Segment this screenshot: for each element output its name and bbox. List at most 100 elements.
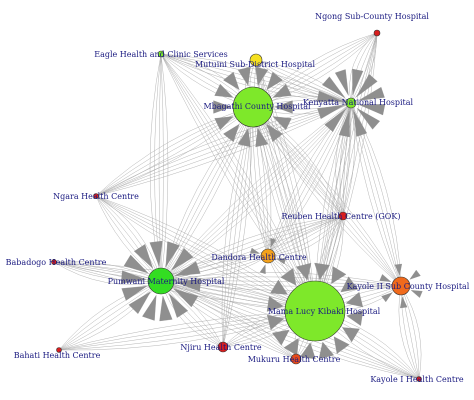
edge [255, 59, 352, 104]
arrowhead-wedge [270, 237, 277, 248]
arrowhead-wedge [381, 292, 393, 303]
arrowhead-wedge [142, 294, 157, 321]
edge [160, 53, 164, 282]
node-mukuru[interactable] [290, 353, 302, 365]
arrowhead-wedge [266, 123, 283, 143]
node-label-reuben: Reuben Health Centre (GOK) [282, 212, 401, 221]
edge [95, 106, 254, 197]
arrowhead-wedge [346, 310, 364, 326]
arrowhead-wedge [237, 66, 251, 86]
node-label-pumwani: Pumwani Maternity Hospital [108, 277, 225, 286]
arrowhead-wedge [300, 342, 316, 360]
arrowhead-wedge [223, 71, 240, 91]
node-ngara[interactable] [93, 193, 99, 199]
edge [314, 32, 378, 312]
edge [95, 102, 352, 197]
arrowhead-wedge [280, 268, 297, 286]
node-layer [51, 29, 422, 382]
node-label-bahati: Bahati Health Centre [14, 351, 101, 360]
node-kenyatta[interactable] [345, 97, 357, 109]
node-eagle[interactable] [157, 50, 165, 58]
edge [267, 215, 344, 257]
node-mutuini[interactable] [249, 53, 263, 67]
edge [58, 280, 162, 351]
arrowhead-wedge [255, 128, 269, 148]
arrowhead-wedge [133, 244, 154, 269]
node-njiru[interactable] [217, 341, 229, 353]
arrowhead-layer [120, 66, 423, 360]
arrowhead-wedge [149, 240, 163, 267]
node-babadogo[interactable] [51, 259, 57, 265]
edge [160, 280, 420, 380]
arrowhead-wedge [333, 336, 350, 354]
arrowhead-wedge [266, 296, 284, 312]
arrowhead-wedge [214, 83, 234, 98]
node-label-kayole1: Kayole I Health Centre [370, 375, 464, 384]
edge [58, 310, 316, 351]
edge [267, 215, 344, 257]
arrowhead-wedge [356, 108, 380, 130]
node-reuben[interactable] [338, 211, 348, 221]
node-mbagathi[interactable] [232, 86, 274, 128]
arrowhead-wedge [276, 258, 287, 265]
edge [252, 106, 402, 287]
arrowhead-wedge [410, 290, 423, 298]
node-pumwani[interactable] [147, 267, 175, 295]
edge [160, 215, 344, 282]
arrowhead-wedge [159, 295, 173, 322]
edge [160, 272, 402, 287]
edge [160, 106, 254, 282]
edge [255, 59, 352, 104]
arrowhead-wedge [400, 296, 408, 309]
edge [267, 102, 352, 257]
arrowhead-wedge [379, 274, 392, 282]
arrowhead-wedge [295, 262, 312, 281]
arrowhead-wedge [121, 285, 148, 301]
arrowhead-wedge [272, 116, 292, 131]
arrowhead-wedge [173, 288, 199, 308]
arrowhead-wedge [317, 105, 344, 120]
arrowhead-wedge [342, 327, 360, 343]
edge [400, 285, 422, 380]
arrowhead-wedge [345, 291, 364, 308]
arrowhead-wedge [249, 247, 260, 254]
edge [95, 106, 254, 197]
edge [255, 59, 352, 104]
edge [160, 53, 316, 312]
arrowhead-wedge [213, 100, 232, 114]
node-kayole2[interactable] [391, 276, 411, 296]
edge [95, 106, 254, 197]
arrowhead-wedge [394, 263, 402, 276]
edge [398, 285, 420, 380]
edge [267, 215, 344, 257]
edge [95, 102, 352, 197]
node-label-ngara: Ngara Health Centre [53, 192, 139, 201]
edge [160, 215, 344, 282]
arrowhead-wedge [270, 279, 288, 295]
edge [95, 195, 316, 312]
node-mamalucy[interactable] [284, 280, 346, 342]
node-dandora[interactable] [260, 248, 276, 264]
label-layer: Ngong Sub-County Hospital Eagle Health an… [6, 12, 470, 384]
arrowhead-wedge [322, 76, 346, 98]
edge [267, 102, 352, 257]
arrowhead-wedge [318, 341, 335, 360]
arrowhead-wedge [171, 248, 194, 271]
node-label-ngong: Ngong Sub-County Hospital [315, 12, 429, 21]
arrowhead-wedge [123, 254, 149, 274]
edge [160, 53, 316, 312]
node-ngong[interactable] [373, 29, 381, 37]
node-bahati[interactable] [56, 347, 62, 353]
arrowhead-wedge [259, 264, 266, 275]
edge [342, 102, 352, 217]
edge [314, 32, 378, 312]
node-kayole1[interactable] [416, 376, 422, 382]
edge [160, 215, 344, 282]
arrowhead-wedge [340, 276, 358, 293]
arrowhead-wedge [168, 293, 189, 318]
arrowhead-wedge [283, 338, 299, 356]
arrowhead-wedge [352, 68, 364, 96]
edge [160, 106, 254, 282]
node-label-mbagathi: Mbagathi County Hospital [203, 102, 311, 111]
edge [267, 102, 352, 257]
